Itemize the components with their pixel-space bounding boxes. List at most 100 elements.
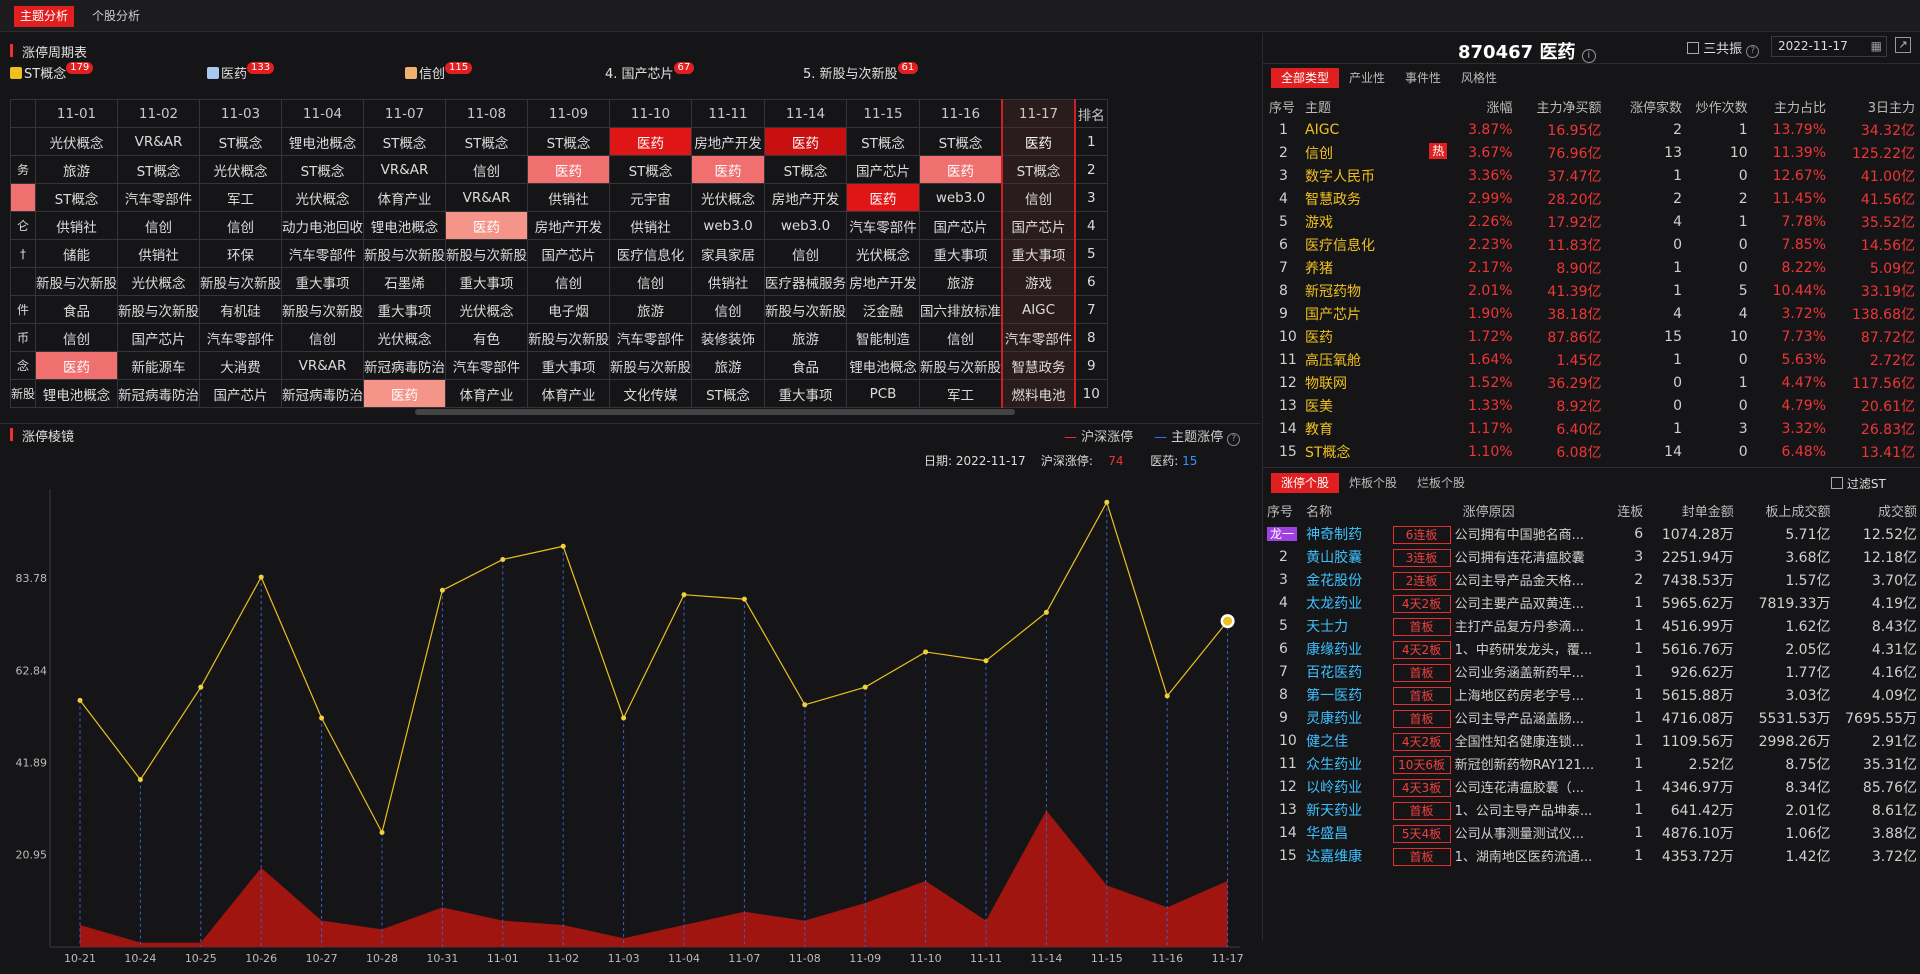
- help-icon[interactable]: ?: [1746, 45, 1760, 58]
- theme-name-cell[interactable]: ST概念: [1305, 440, 1453, 463]
- cycle-cell[interactable]: 新股与次新股: [764, 295, 848, 324]
- stock-row[interactable]: 3 金花股份 2连板 公司主导产品金天格... 2 7438.53万 1.57亿 3.70亿: [1267, 568, 1917, 591]
- theme-name-cell[interactable]: 医疗信息化: [1305, 233, 1453, 256]
- cycle-cell[interactable]: 汽车零部件: [199, 323, 283, 352]
- stock-tab[interactable]: 炸板个股: [1349, 476, 1398, 490]
- cycle-cell[interactable]: 体育产业: [527, 379, 611, 408]
- cycle-cell[interactable]: 有机硅: [199, 295, 283, 324]
- stock-row[interactable]: 12 以岭药业 4天3板 公司连花清瘟胶囊（... 1 4346.97万 8.34亿 85.7…: [1267, 775, 1917, 798]
- theme-col-header[interactable]: 主题: [1305, 101, 1332, 116]
- cycle-cell[interactable]: 体育产业: [363, 183, 447, 212]
- cycle-cell[interactable]: ST概念: [764, 155, 848, 184]
- reason-text[interactable]: 公司主要产品双黄连...: [1454, 596, 1584, 612]
- prev-cell[interactable]: 念: [9, 351, 37, 380]
- stock-name[interactable]: 众生药业: [1306, 756, 1363, 773]
- cycle-cell[interactable]: 医药: [609, 127, 693, 156]
- cycle-cell[interactable]: 燃料电池: [1001, 379, 1077, 408]
- stock-row[interactable]: 14 华盛昌 5天4板 公司从事测量测试仪... 1 4876.10万 1.06亿 3.88亿: [1267, 821, 1917, 844]
- theme-name-cell[interactable]: 养猪: [1305, 256, 1453, 279]
- legend-item[interactable]: ST概念 179: [10, 62, 94, 82]
- cycle-cell[interactable]: 信创: [609, 267, 693, 296]
- stock-name[interactable]: 神奇制药: [1306, 526, 1363, 543]
- theme-col-header[interactable]: 3日主力: [1867, 101, 1915, 116]
- theme-tab[interactable]: 全部类型: [1271, 68, 1340, 88]
- date-header[interactable]: 11-01: [35, 99, 119, 128]
- data-point[interactable]: [923, 649, 929, 655]
- cycle-cell[interactable]: 文化传媒: [609, 379, 693, 408]
- cycle-cell[interactable]: 储能: [35, 239, 119, 268]
- cycle-cell[interactable]: 信创: [35, 323, 119, 352]
- data-point[interactable]: [983, 658, 989, 664]
- cycle-cell[interactable]: 重大事项: [445, 267, 529, 296]
- reason-text[interactable]: 公司主导产品金天格...: [1454, 573, 1584, 589]
- cycle-cell[interactable]: 新股与次新股: [199, 267, 283, 296]
- data-point[interactable]: [560, 543, 566, 549]
- cycle-cell[interactable]: 国六排放标准: [919, 295, 1003, 324]
- cycle-cell[interactable]: ST概念: [846, 127, 921, 156]
- stock-name[interactable]: 太龙药业: [1306, 595, 1363, 612]
- stock-name[interactable]: 天士力: [1306, 618, 1349, 635]
- cycle-cell[interactable]: 新股与次新股: [609, 351, 693, 380]
- prev-cell[interactable]: 务: [9, 155, 37, 184]
- cycle-cell[interactable]: 信创: [527, 267, 611, 296]
- cycle-cell[interactable]: 新股与次新股: [281, 295, 365, 324]
- cycle-cell[interactable]: 石墨烯: [363, 267, 447, 296]
- theme-name-cell[interactable]: 数字人民币: [1305, 164, 1453, 187]
- theme-name[interactable]: ST概念: [1305, 444, 1351, 461]
- theme-tab[interactable]: 事件性: [1405, 71, 1442, 85]
- cycle-cell[interactable]: 锂电池概念: [35, 379, 119, 408]
- reason-text[interactable]: 1、湖南地区医药流通...: [1454, 849, 1593, 865]
- cycle-cell[interactable]: ST概念: [445, 127, 529, 156]
- data-point[interactable]: [258, 574, 264, 580]
- stock-row[interactable]: 13 新天药业 首板 1、公司主导产品坤泰... 1 641.42万 2.01亿 8.61亿: [1267, 798, 1917, 821]
- legend-item[interactable]: 医药 133: [207, 62, 275, 82]
- cycle-cell[interactable]: 信创: [445, 155, 529, 184]
- cycle-cell[interactable]: 房地产开发: [764, 183, 848, 212]
- theme-name[interactable]: 信创: [1305, 145, 1333, 162]
- stock-row[interactable]: 9 灵康药业 首板 公司主导产品涵盖肠... 1 4716.08万 5531.53万 7695…: [1267, 706, 1917, 729]
- theme-col-header[interactable]: 主力净买额: [1536, 101, 1602, 116]
- stock-tab[interactable]: 涨停个股: [1271, 473, 1340, 493]
- reason-text[interactable]: 公司拥有中国驰名商...: [1454, 527, 1584, 543]
- stock-row[interactable]: 11 众生药业 10天6板 新冠创新药物RAY121... 1 2.52亿 8.75亿 35.…: [1267, 752, 1917, 775]
- cycle-cell[interactable]: 光伏概念: [117, 267, 201, 296]
- cycle-cell[interactable]: ST概念: [281, 155, 365, 184]
- cycle-cell[interactable]: 光伏概念: [846, 239, 921, 268]
- cycle-cell[interactable]: VR&AR: [281, 351, 365, 380]
- cycle-cell[interactable]: ST概念: [363, 127, 447, 156]
- stock-row[interactable]: 龙一 神奇制药 6连板 公司拥有中国驰名商... 6 1074.28万 5.71亿 12.52…: [1267, 522, 1917, 545]
- reason-text[interactable]: 公司从事测量测试仪...: [1454, 826, 1584, 842]
- date-header[interactable]: 11-02: [117, 99, 201, 128]
- stock-row[interactable]: 6 康缘药业 4天2板 1、中药研发龙头，覆... 1 5616.76万 2.05亿 4.31…: [1267, 637, 1917, 660]
- cycle-cell[interactable]: 新能源车: [117, 351, 201, 380]
- theme-col-header[interactable]: 涨幅: [1486, 101, 1513, 116]
- theme-name-cell[interactable]: 游戏: [1305, 210, 1453, 233]
- stock-tab[interactable]: 烂板个股: [1417, 476, 1466, 490]
- theme-name-cell[interactable]: 智慧政务: [1305, 187, 1453, 210]
- cycle-cell[interactable]: 有色: [445, 323, 529, 352]
- theme-row[interactable]: 5 游戏 2.26% 17.92亿 4 1 7.78% 35.52亿: [1269, 210, 1915, 233]
- cycle-cell[interactable]: 信创: [281, 323, 365, 352]
- cycle-cell[interactable]: 医药: [846, 183, 921, 212]
- stock-name[interactable]: 金花股份: [1306, 572, 1363, 589]
- date-header[interactable]: 11-14: [764, 99, 848, 128]
- cycle-cell[interactable]: 国产芯片: [527, 239, 611, 268]
- theme-row[interactable]: 4 智慧政务 2.99% 28.20亿 2 2 11.45% 41.56亿: [1269, 187, 1915, 210]
- cycle-cell[interactable]: 信创: [691, 295, 766, 324]
- tab-theme-analysis[interactable]: 主题分析: [14, 6, 75, 27]
- data-point[interactable]: [1164, 693, 1170, 699]
- cycle-table-scrollbar[interactable]: [415, 409, 1015, 415]
- tab-stock-analysis[interactable]: 个股分析: [92, 9, 141, 23]
- stock-col-header[interactable]: 涨停原因: [1462, 505, 1515, 520]
- cycle-cell[interactable]: 大消费: [199, 351, 283, 380]
- data-point[interactable]: [77, 697, 83, 703]
- theme-name-cell[interactable]: 国产芯片: [1305, 302, 1453, 325]
- cycle-cell[interactable]: VR&AR: [445, 183, 529, 212]
- cycle-cell[interactable]: 旅游: [764, 323, 848, 352]
- cycle-cell[interactable]: 房地产开发: [691, 127, 766, 156]
- cycle-cell[interactable]: 信创: [1001, 183, 1077, 212]
- theme-col-header[interactable]: 涨停家数: [1629, 101, 1682, 116]
- cycle-cell[interactable]: 食品: [35, 295, 119, 324]
- cycle-cell[interactable]: 新冠病毒防治: [363, 351, 447, 380]
- cycle-cell[interactable]: 国产芯片: [1001, 211, 1077, 240]
